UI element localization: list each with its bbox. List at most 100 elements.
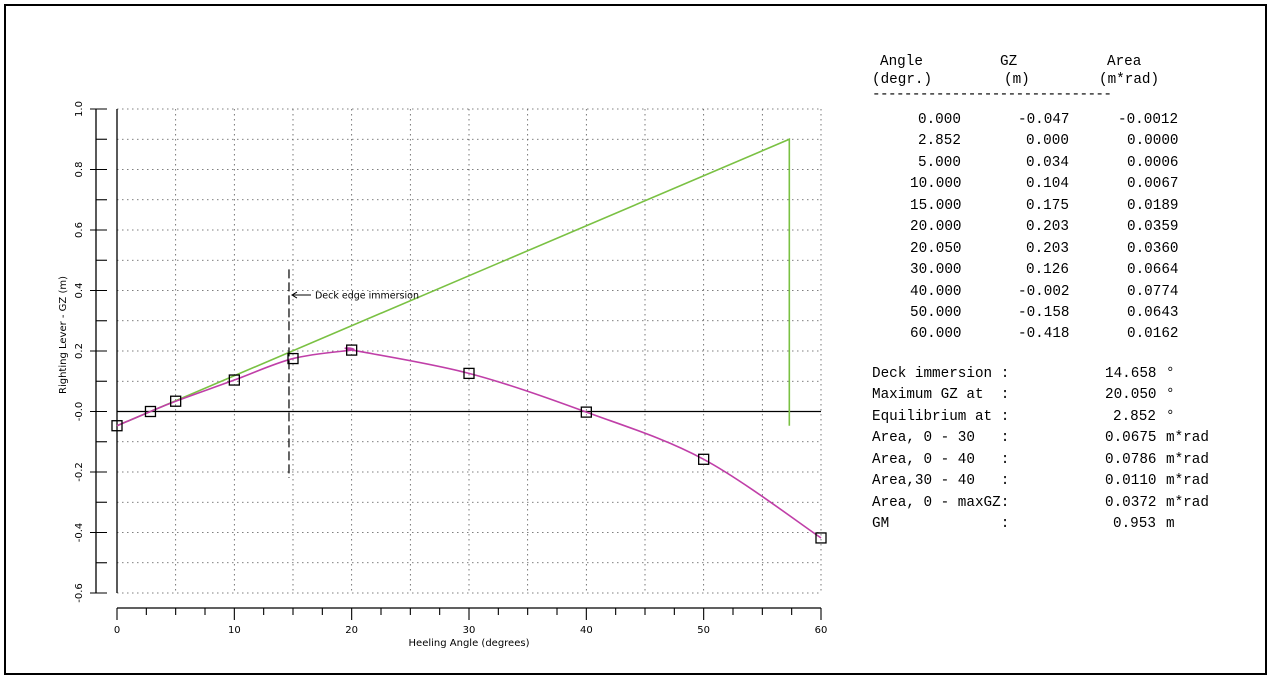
summary-value: 0.0372 xyxy=(1105,494,1157,511)
summary-unit: m*rad xyxy=(1166,473,1209,490)
cell-gz: 0.034 xyxy=(1026,154,1069,171)
cell-angle: 40.000 xyxy=(910,283,962,300)
gz-data-point xyxy=(170,395,182,407)
cell-area: 0.0162 xyxy=(1127,326,1179,343)
gz-data-point xyxy=(346,344,358,356)
y-tick-label: -0.6 xyxy=(74,583,85,603)
cell-area: 0.0360 xyxy=(1127,240,1179,257)
header-area-unit: (m*rad) xyxy=(1099,72,1160,88)
y-tick-label: -0.2 xyxy=(74,462,85,482)
cell-area: -0.0012 xyxy=(1118,112,1179,128)
cell-angle: 10.000 xyxy=(910,176,962,193)
annotations: Deck edge immersion xyxy=(288,269,419,479)
y-tick-label: 1.0 xyxy=(74,101,85,117)
cell-gz: -0.158 xyxy=(1018,304,1070,321)
cell-angle: 5.000 xyxy=(918,154,961,171)
cell-area: 0.0006 xyxy=(1127,154,1179,171)
header-gz-unit: (m) xyxy=(1004,72,1030,88)
cell-area: 0.0067 xyxy=(1127,176,1179,193)
grid xyxy=(117,108,822,594)
y-tick-label: 0.8 xyxy=(74,162,85,178)
x-axis-label: Heeling Angle (degrees) xyxy=(409,638,530,649)
cell-gz: -0.418 xyxy=(1018,326,1070,343)
cell-gz: 0.104 xyxy=(1026,176,1069,193)
cell-gz: 0.000 xyxy=(1026,133,1069,150)
summary-unit: m*rad xyxy=(1166,451,1209,468)
cell-gz: -0.047 xyxy=(1018,112,1070,128)
x-tick-label: 20 xyxy=(345,625,358,636)
axes: 0 10 20 30 40 50 60 -0.6 -0.4 -0.2 -0.0 0.2 0.4 0.6 0.… xyxy=(74,101,827,636)
deck-edge-label: Deck edge immersion xyxy=(315,291,419,302)
cell-area: 0.0643 xyxy=(1127,304,1179,321)
cell-angle: 15.000 xyxy=(910,197,962,214)
cell-area: 0.0774 xyxy=(1127,283,1179,300)
summary-label: Area, 0 - 30 : xyxy=(872,430,1010,447)
gz-data-point xyxy=(815,532,827,544)
summary-label: GM : xyxy=(872,516,1010,533)
cell-gz: 0.203 xyxy=(1026,240,1069,257)
cell-angle: 60.000 xyxy=(910,326,962,343)
summary-label: Deck immersion : xyxy=(872,365,1010,382)
summary-label: Area, 0 - maxGZ: xyxy=(872,494,1010,511)
summary-unit: m*rad xyxy=(1166,430,1209,447)
gz-data-point xyxy=(698,453,710,465)
summary-unit: ° xyxy=(1166,408,1175,425)
cell-angle: 20.000 xyxy=(910,219,962,236)
summary-unit: ° xyxy=(1166,365,1175,382)
y-tick-label: 0.2 xyxy=(74,343,85,359)
summary-label: Area,30 - 40 : xyxy=(872,473,1010,490)
x-tick-label: 40 xyxy=(580,625,593,636)
summary-value: 0.953 xyxy=(1113,516,1156,533)
cell-angle: 0.000 xyxy=(918,112,961,128)
cell-angle: 20.050 xyxy=(910,240,962,257)
summary-value: 20.050 xyxy=(1105,387,1157,404)
gz-data-point xyxy=(144,405,157,418)
cell-angle: 30.000 xyxy=(910,262,962,279)
x-tick-label: 50 xyxy=(697,625,710,636)
header-area: Area xyxy=(1107,54,1142,70)
cell-area: 0.0664 xyxy=(1127,262,1179,279)
header-gz: GZ xyxy=(1000,54,1018,70)
cell-angle: 50.000 xyxy=(910,304,962,321)
summary-unit: m xyxy=(1166,516,1175,533)
gz-data-point xyxy=(287,352,299,365)
summary-value: 14.658 xyxy=(1105,365,1157,382)
summary-label: Maximum GZ at : xyxy=(872,387,1010,404)
heeling-lever-line xyxy=(116,138,791,427)
y-axis-label: Righting Lever - GZ (m) xyxy=(58,276,69,394)
series-layer xyxy=(111,138,827,544)
x-tick-label: 30 xyxy=(463,625,476,636)
gz-data-point xyxy=(580,406,592,418)
deck-edge-arrowhead xyxy=(291,291,298,299)
cell-area: 0.0359 xyxy=(1127,219,1179,236)
cell-gz: 0.126 xyxy=(1026,262,1069,279)
x-tick-label: 60 xyxy=(815,625,828,636)
cell-gz: -0.002 xyxy=(1018,283,1070,300)
gz-data-point xyxy=(111,420,123,432)
summary-value: 2.852 xyxy=(1113,408,1156,425)
cell-angle: 2.852 xyxy=(918,133,961,150)
summary-unit: m*rad xyxy=(1166,494,1209,511)
y-tick-label: -0.0 xyxy=(74,402,85,422)
header-angle-unit: (degr.) xyxy=(872,72,933,88)
gz-data-point xyxy=(228,374,240,386)
header-angle: Angle xyxy=(880,54,923,70)
y-tick-label: 0.6 xyxy=(74,222,85,238)
cell-area: 0.0189 xyxy=(1127,197,1179,214)
x-tick-label: 0 xyxy=(114,625,120,636)
cell-gz: 0.203 xyxy=(1026,219,1069,236)
summary-label: Equilibrium at : xyxy=(872,408,1010,425)
y-tick-label: -0.4 xyxy=(74,523,85,543)
cell-gz: 0.175 xyxy=(1026,197,1069,214)
summary-value: 0.0675 xyxy=(1105,430,1157,447)
y-tick-label: 0.4 xyxy=(74,283,85,299)
figure-frame xyxy=(4,4,1267,675)
gz-data-point xyxy=(463,367,475,380)
summary-value: 0.0110 xyxy=(1105,473,1157,490)
summary-value: 0.0786 xyxy=(1105,451,1157,468)
x-tick-label: 10 xyxy=(228,625,241,636)
cell-area: 0.0000 xyxy=(1127,133,1179,150)
summary-unit: ° xyxy=(1166,387,1175,404)
summary-label: Area, 0 - 40 : xyxy=(872,451,1010,468)
